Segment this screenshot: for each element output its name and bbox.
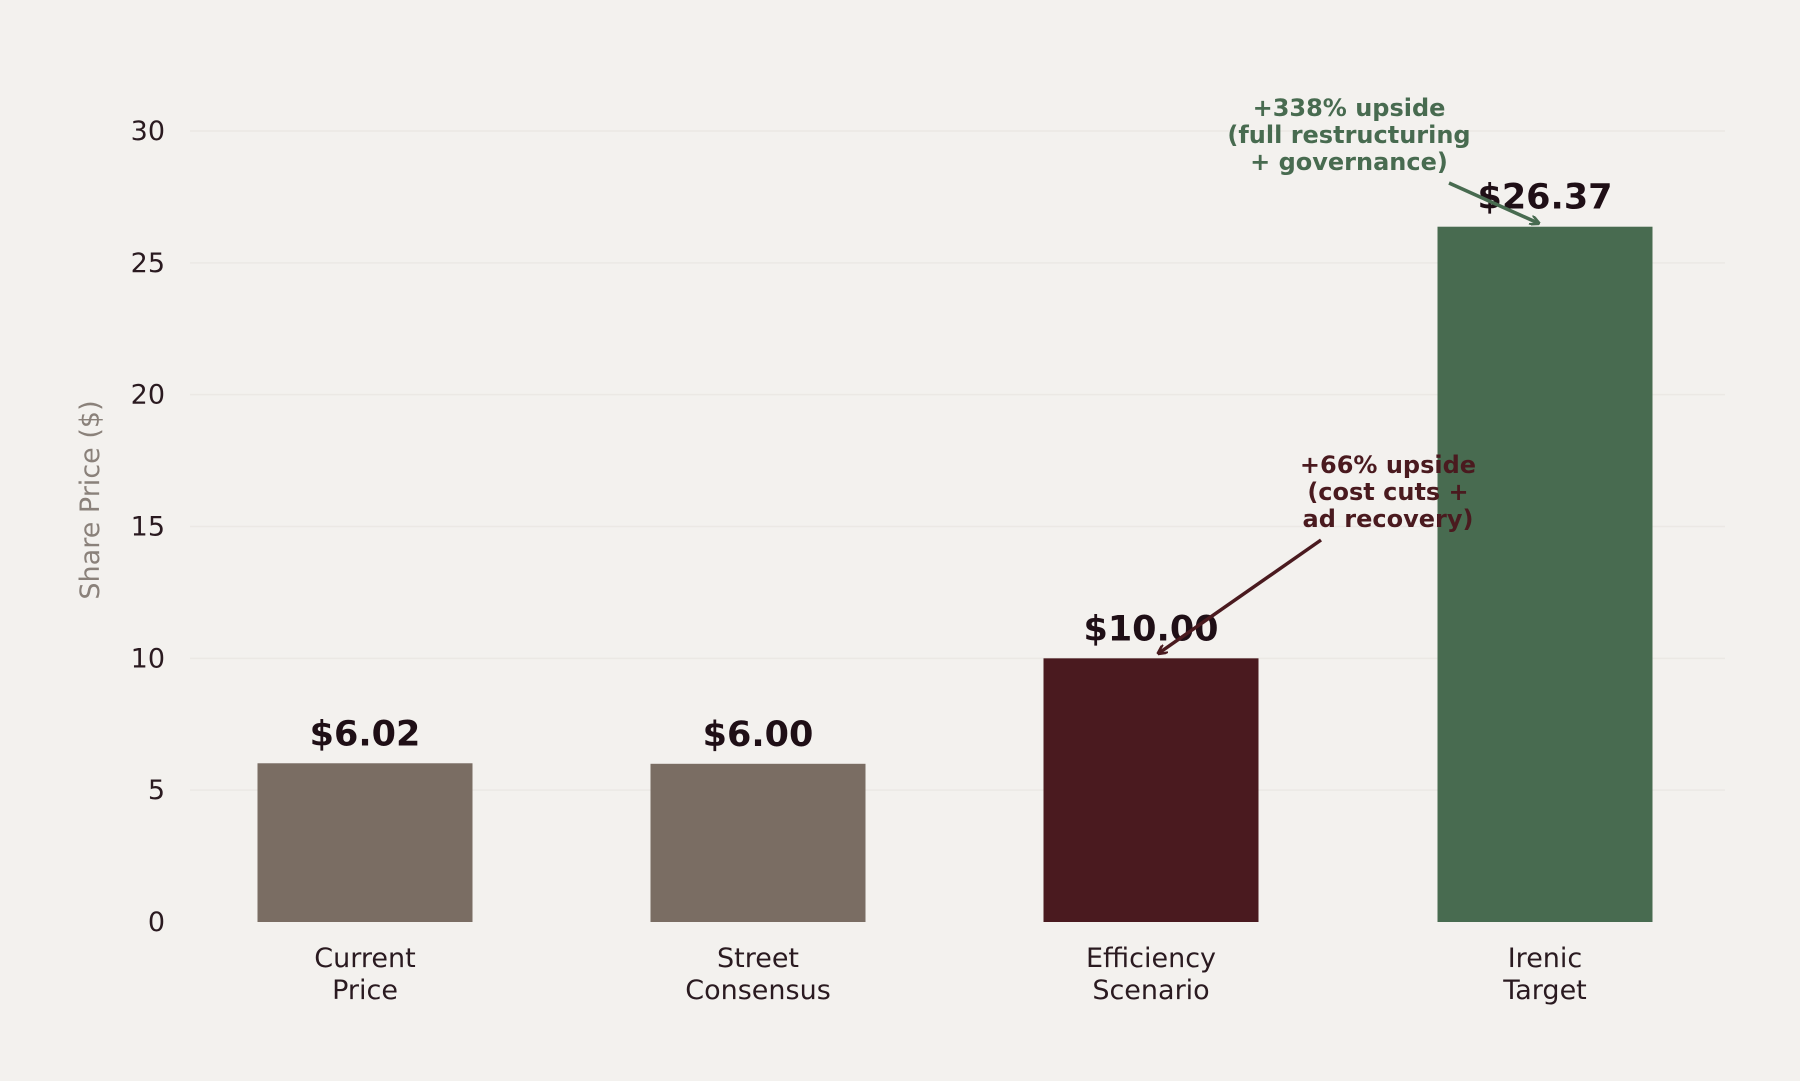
bar-1 [650,763,866,922]
bar-3 [1437,226,1653,922]
annotation-arrow-0 [1159,538,1323,653]
y-tick-label-30: 30 [131,116,165,147]
x-tick-label-1: Street Consensus [685,943,831,1006]
value-label-1: $6.00 [703,715,814,755]
bar-2 [1043,658,1259,922]
annotation-text-0: +66% upside (cost cuts + ad recovery) [1300,451,1476,533]
y-tick-label-0: 0 [148,907,165,938]
value-labels: $6.02 $6.00 $10.00 $26.37 [310,178,1613,755]
y-tick-label-5: 5 [148,775,165,806]
y-tick-label-20: 20 [131,380,165,411]
y-tick-label-15: 15 [131,512,165,543]
value-label-0: $6.02 [310,714,421,754]
y-axis-ticks: 0 5 10 15 20 25 30 [131,116,165,938]
y-tick-label-25: 25 [131,248,165,279]
y-axis-title: Share Price ($) [75,400,106,599]
value-label-2: $10.00 [1083,609,1218,649]
annotation-arrow-1 [1448,181,1538,223]
x-axis-category-labels: Current Price Street Consensus Efficiency Sce… [314,943,1586,1006]
annotation-text-1: +338% upside (full restructuring + governa… [1227,94,1470,176]
value-label-3: $26.37 [1477,178,1612,218]
x-tick-label-0: Current Price [314,943,415,1006]
x-tick-label-3: Irenic Target [1502,943,1587,1006]
bars [257,226,1653,922]
y-tick-label-10: 10 [131,643,165,674]
x-tick-label-2: Efficiency Scenario [1086,943,1216,1006]
annotations: +66% upside (cost cuts + ad recovery) +338%… [1159,94,1538,653]
bar-0 [257,763,473,922]
